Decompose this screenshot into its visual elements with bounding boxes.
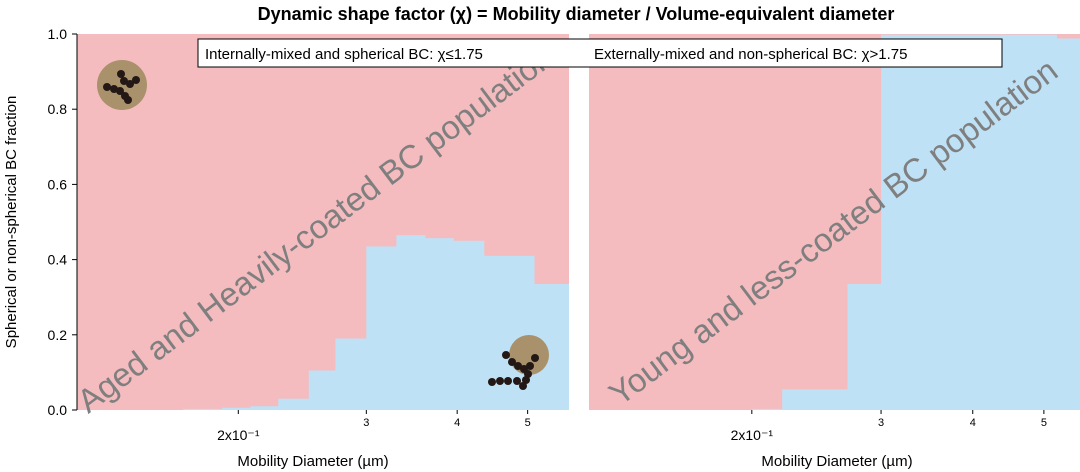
nonspherical-bar-aged-2 [222, 407, 252, 410]
nonspherical-bar-aged-10 [453, 240, 485, 410]
x-tick-label: 2x10⁻¹ [217, 427, 260, 443]
y-tick-label: 1.0 [48, 26, 68, 42]
nonspherical-bins-left [183, 235, 569, 410]
nonspherical-bar-young-2 [782, 389, 849, 410]
panel-young: Young and less-coated BC population 2x10… [589, 34, 1080, 470]
nonspherical-bar-aged-3 [250, 406, 279, 410]
x-ticks-right: 2x10⁻¹ 3 4 5 [731, 410, 1047, 443]
nonspherical-bar-aged-6 [335, 338, 367, 410]
y-tick-label: 0.6 [48, 176, 68, 192]
panel-aged: Aged and Heavily-coated BC population 2x… [70, 34, 569, 470]
nonspherical-bar-aged-4 [278, 398, 310, 410]
legend: Internally-mixed and spherical BC: χ≤1.7… [197, 38, 1003, 68]
nonspherical-bar-aged-1 [183, 408, 223, 410]
nonspherical-bar-young-5 [1056, 38, 1080, 410]
y-axis-label: Spherical or non-spherical BC fraction [3, 96, 20, 349]
x-axis-label-left: Mobility Diameter (µm) [237, 453, 388, 470]
nonspherical-bar-aged-7 [366, 246, 398, 410]
nonspherical-bar-young-4 [881, 34, 1057, 410]
nonspherical-bar-aged-5 [308, 370, 336, 410]
nonspherical-bins-right [751, 34, 1080, 410]
chart-title: Dynamic shape factor (χ) = Mobility diam… [258, 4, 895, 24]
nonspherical-bar-aged-8 [396, 235, 426, 410]
y-tick-label: 0.2 [48, 327, 68, 343]
y-axis: 0.0 0.2 0.4 0.6 0.8 1.0 [48, 26, 78, 418]
legend-box [197, 38, 1003, 68]
x-tick-label: 4 [454, 417, 460, 429]
coated-particle-icon [97, 60, 147, 110]
nonspherical-bar-young-3 [847, 284, 882, 410]
x-tick-label: 3 [878, 417, 884, 429]
bare-particle-icon [488, 335, 549, 390]
x-tick-label: 2x10⁻¹ [731, 427, 774, 443]
x-tick-label: 5 [525, 417, 531, 429]
x-ticks-left: 2x10⁻¹ 3 4 5 [217, 410, 531, 443]
x-tick-label: 5 [1041, 417, 1047, 429]
nonspherical-bar-young-1 [751, 408, 783, 410]
x-axis-label-right: Mobility Diameter (µm) [761, 453, 912, 470]
nonspherical-bar-aged-9 [424, 238, 454, 410]
y-tick-label: 0.0 [48, 402, 68, 418]
y-tick-label: 0.4 [48, 252, 68, 268]
y-tick-label: 0.8 [48, 101, 68, 117]
legend-spherical-label: Internally-mixed and spherical BC: χ≤1.7… [205, 46, 483, 63]
x-tick-label: 3 [363, 417, 369, 429]
x-tick-label: 4 [970, 417, 976, 429]
legend-nonspherical-label: Externally-mixed and non-spherical BC: χ… [594, 46, 907, 63]
